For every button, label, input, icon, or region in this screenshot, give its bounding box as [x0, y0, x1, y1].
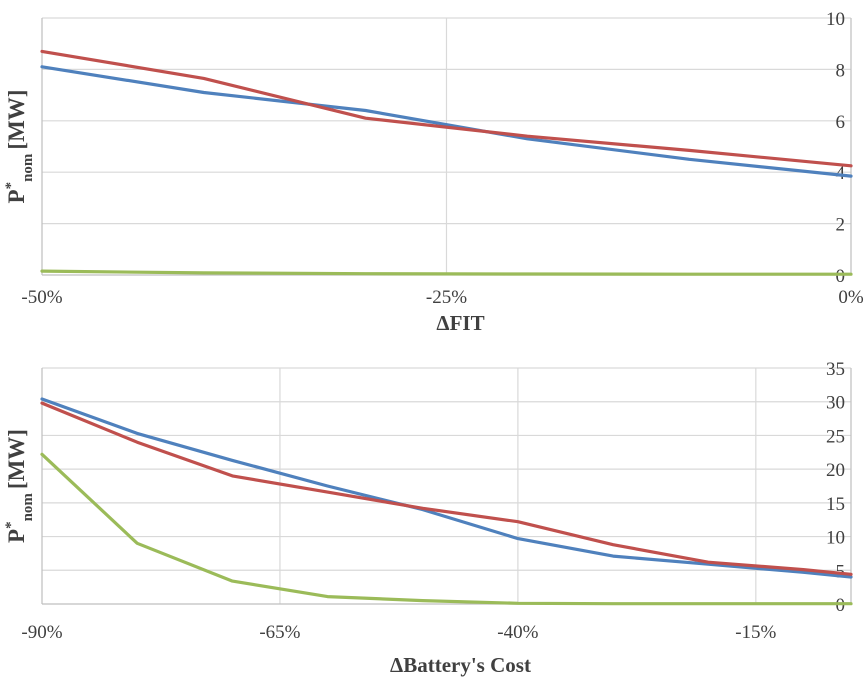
chart2-ytick-label: 30: [826, 393, 845, 414]
chart2-xtick-label: -15%: [735, 622, 776, 643]
chart1-xtick-label: -25%: [426, 287, 467, 308]
chart1-series-2-line: [40, 49, 853, 168]
chart2-ytick-label: 35: [826, 359, 845, 380]
chart1-y-axis-title-sup: *: [3, 182, 19, 190]
chart2-xtick-label: -90%: [21, 622, 62, 643]
chart1-y-axis-title-main: P: [4, 189, 29, 203]
chart2-x-axis-title: ΔBattery's Cost: [390, 653, 531, 677]
chart1-y-axis-title: P*nom [MW]: [3, 90, 36, 204]
chart1-ytick-label: 8: [836, 60, 846, 81]
chart2-y-axis-title-sub: nom: [20, 493, 36, 522]
chart2-ytick-label: 20: [826, 460, 845, 481]
chart1-x-axis-title: ΔFIT: [436, 311, 484, 335]
chart2-ytick-label: 0: [836, 595, 846, 616]
chart2-y-axis-title-main: P: [4, 529, 29, 543]
chart2-ytick-label: 15: [826, 494, 845, 515]
chart1-ytick-label: 2: [836, 215, 846, 236]
chart1-series-1-line: [40, 65, 853, 178]
chart2-series-1-line: [40, 397, 853, 579]
chart1-ytick-label: 6: [836, 112, 846, 133]
chart2-ytick-label: 25: [826, 426, 845, 447]
chart1-ytick-label: 10: [826, 9, 845, 30]
chart2-xtick-label: -40%: [497, 622, 538, 643]
chart2-ytick-label: 10: [826, 528, 845, 549]
chart1-xtick-label: 0%: [838, 287, 864, 308]
chart1-y-axis-title-sub: nom: [20, 153, 36, 182]
chart2-series-2-line: [40, 401, 853, 576]
chart2-y-axis-title-unit: [MW]: [4, 429, 29, 489]
chart2-xtick-label: -65%: [259, 622, 300, 643]
chart1-series-3-line: [40, 269, 853, 276]
chart1-xtick-label: -50%: [21, 287, 62, 308]
chart2-series-3-line: [40, 452, 853, 606]
chart2-y-axis-title-sup: *: [3, 521, 19, 529]
chart1-ytick-label: 0: [836, 266, 846, 287]
chart2-y-axis-title: P*nom [MW]: [3, 429, 36, 543]
chart1-y-axis-title-unit: [MW]: [4, 90, 29, 150]
